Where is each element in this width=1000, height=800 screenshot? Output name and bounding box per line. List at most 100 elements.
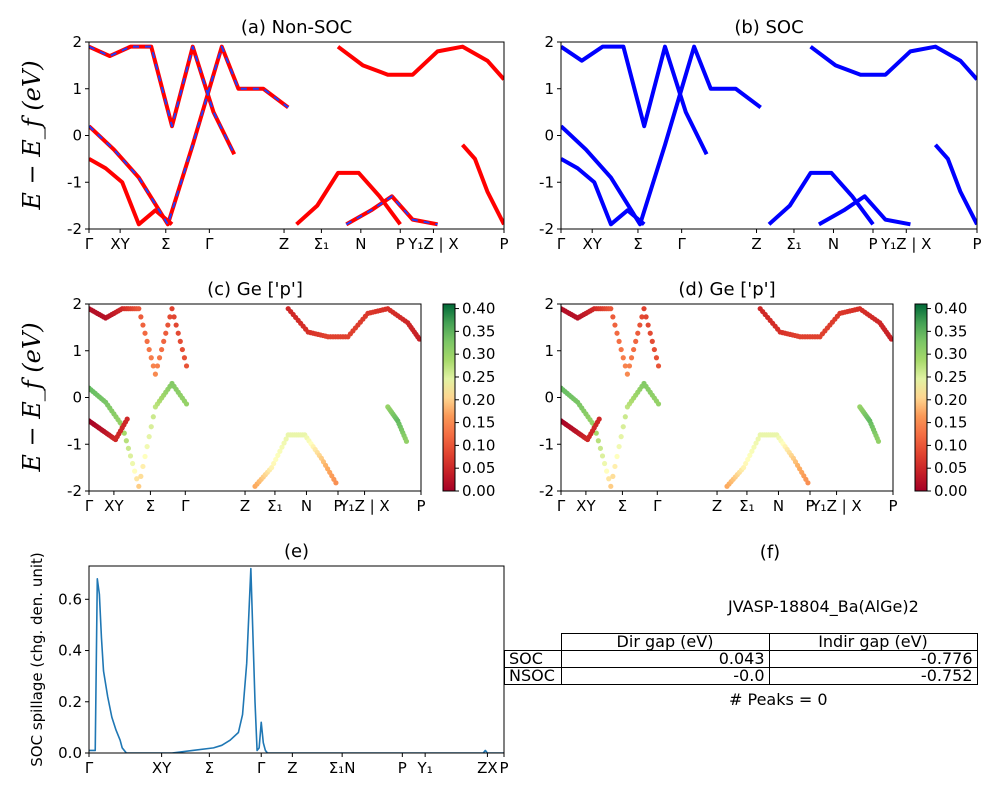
colorbar-tick-label: 0.30 [462, 345, 495, 363]
colorbar-tick-label: 0.25 [934, 368, 967, 386]
scatter-point [269, 465, 275, 471]
scatter-point [175, 330, 181, 336]
scatter-point [129, 460, 136, 467]
band-line [561, 157, 646, 227]
y-tick-label: 2 [72, 295, 82, 313]
scatter-point [125, 445, 132, 451]
band-line [933, 143, 977, 226]
cell-dir: 0.043 [560, 650, 770, 668]
band-line [561, 44, 762, 227]
scatter-point [156, 355, 163, 361]
band-line [89, 157, 174, 227]
scatter-point [416, 336, 421, 342]
scatter-point [651, 346, 657, 353]
scatter-point [631, 346, 637, 353]
scatter-point [165, 322, 171, 328]
scatter-point [279, 444, 285, 450]
y-tick-label: 0 [72, 127, 82, 145]
scatter-point [614, 453, 620, 460]
band-line [89, 44, 237, 156]
y-tick-label: 0 [544, 127, 554, 145]
scatter-point [622, 414, 628, 420]
axes-frame [88, 303, 422, 492]
colorbar-tick-label: 0.30 [934, 345, 967, 363]
panel-title: (a) Non-SOC [241, 17, 352, 38]
colorbar-tick-label: 0.25 [462, 368, 495, 386]
scatter-point [655, 401, 662, 407]
colorbar [442, 303, 456, 492]
scatter-point [653, 355, 660, 361]
y-tick-label: -1 [67, 173, 82, 191]
scatter-point [124, 416, 130, 422]
x-tick-label: Σ₁N [329, 759, 356, 777]
x-tick-label: Z [240, 497, 250, 515]
y-tick-label: 2 [544, 33, 554, 51]
cell-indir: -0.776 [768, 650, 978, 668]
band-line [817, 194, 911, 227]
scatter-point [181, 355, 188, 361]
x-tick-label: XY [110, 235, 130, 253]
scatter-point [140, 463, 146, 470]
y-tick-label: 1 [544, 342, 554, 360]
plot-area [89, 306, 421, 489]
x-tick-label: Γ [205, 235, 214, 253]
y-tick-label: 0.2 [58, 693, 82, 711]
x-tick-label: Γ [85, 235, 94, 253]
x-tick-label: Γ [85, 759, 94, 777]
y-tick-label: 2 [544, 295, 554, 313]
colorbar-tick-label: 0.10 [934, 436, 967, 454]
y-tick-label: -2 [539, 482, 554, 500]
x-tick-label: Z [712, 497, 722, 515]
band-line [89, 45, 289, 226]
y-tick-label: 1 [72, 80, 82, 98]
scatter-point [161, 338, 167, 344]
x-tick-label: Σ₁ [267, 497, 283, 515]
x-tick-label: P [972, 235, 981, 253]
scatter-point [655, 363, 662, 369]
scatter-point [610, 314, 616, 320]
x-tick-label: Γ [653, 497, 662, 515]
scatter-point [888, 336, 893, 342]
scatter-point [144, 338, 150, 344]
x-tick-label: P [868, 235, 877, 253]
x-tick-label: P [398, 759, 407, 777]
scatter-point [620, 424, 626, 430]
x-tick-label: Γ [257, 759, 266, 777]
x-tick-label: Y₁ [417, 759, 433, 777]
row-label: NSOC [504, 667, 562, 685]
y-tick-label: 2 [72, 33, 82, 51]
x-tick-label: Γ [181, 497, 190, 515]
scatter-point [616, 338, 622, 344]
table-title: JVASP-18804_Ba(AlGe)2 [728, 597, 919, 616]
x-tick-label: N [828, 235, 839, 253]
axes-frame [560, 303, 894, 492]
x-tick-label: P [499, 235, 508, 253]
x-tick-label: N [301, 497, 312, 515]
x-tick-label: P [416, 497, 425, 515]
x-tick-label: Z [279, 235, 289, 253]
scatter-point [177, 338, 183, 344]
scatter-point [152, 371, 158, 377]
y-tick-label: 0 [544, 389, 554, 407]
colorbar-tick-label: 0.40 [462, 300, 495, 318]
y-tick-label: 1 [544, 80, 554, 98]
scatter-point [595, 438, 601, 444]
panel-d: (d) Ge ['p'] 0.00 0.05 0.10 0.15 0.20 0.25 0.30… [539, 279, 967, 515]
peaks-count: # Peaks = 0 [729, 690, 828, 709]
plot-area [89, 567, 504, 753]
scatter-point [610, 473, 616, 479]
axes-frame [88, 565, 505, 754]
scatter-point [183, 363, 190, 369]
scatter-point [875, 438, 882, 444]
scatter-point [601, 460, 608, 467]
scatter-point [333, 480, 339, 486]
panel-f-title: (f) [760, 542, 780, 563]
x-tick-label: Σ₁ [786, 235, 802, 253]
y-tick-label: -1 [539, 435, 554, 453]
scatter-point [606, 476, 612, 482]
scatter-point [616, 443, 622, 450]
colorbar-tick-label: 0.35 [934, 322, 967, 340]
